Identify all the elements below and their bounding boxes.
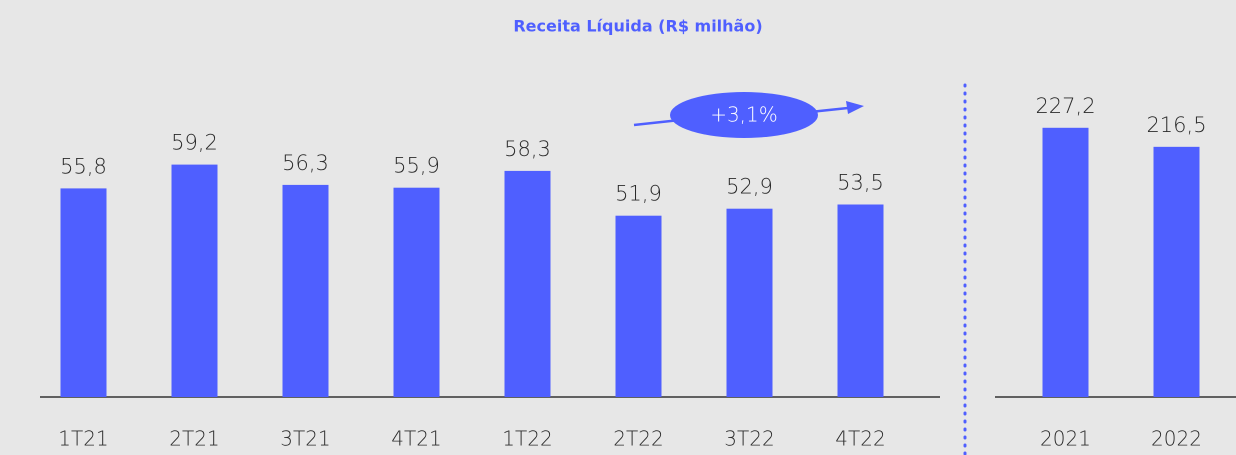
x-tick-label: 4T22 — [835, 427, 885, 451]
value-label: 55,9 — [393, 154, 440, 178]
value-label: 51,9 — [615, 182, 662, 206]
x-tick-label: 3T22 — [724, 427, 774, 451]
value-label: 58,3 — [504, 137, 551, 161]
x-tick-label: 3T21 — [280, 427, 330, 451]
bar — [726, 208, 773, 397]
x-tick-label: 4T21 — [391, 427, 441, 451]
bar — [60, 188, 107, 397]
value-label: 53,5 — [837, 171, 884, 195]
bar — [615, 215, 662, 397]
bar — [837, 204, 884, 397]
bar — [171, 164, 218, 397]
value-label: 52,9 — [726, 175, 773, 199]
x-tick-label: 2021 — [1040, 427, 1091, 451]
value-label: 227,2 — [1035, 94, 1095, 118]
value-label: 55,8 — [60, 154, 107, 178]
arrow-head — [846, 101, 864, 114]
bar — [393, 187, 440, 397]
bar — [504, 170, 551, 397]
chart-title: Receita Líquida (R$ milhão) — [513, 17, 762, 36]
annotation: +3,1% — [710, 103, 778, 127]
x-tick-label: 1T21 — [58, 427, 108, 451]
bar — [1042, 127, 1089, 397]
value-label: 59,2 — [171, 131, 218, 155]
x-tick-label: 2T22 — [613, 427, 663, 451]
value-label: 56,3 — [282, 151, 329, 175]
arrow-line — [633, 118, 681, 127]
value-label: 216,5 — [1146, 113, 1206, 137]
annotation-bubble — [670, 92, 818, 138]
x-tick-label: 2022 — [1151, 427, 1202, 451]
x-tick-label: 1T22 — [502, 427, 552, 451]
x-tick-label: 2T21 — [169, 427, 219, 451]
bar — [1153, 146, 1200, 397]
bar — [282, 184, 329, 397]
